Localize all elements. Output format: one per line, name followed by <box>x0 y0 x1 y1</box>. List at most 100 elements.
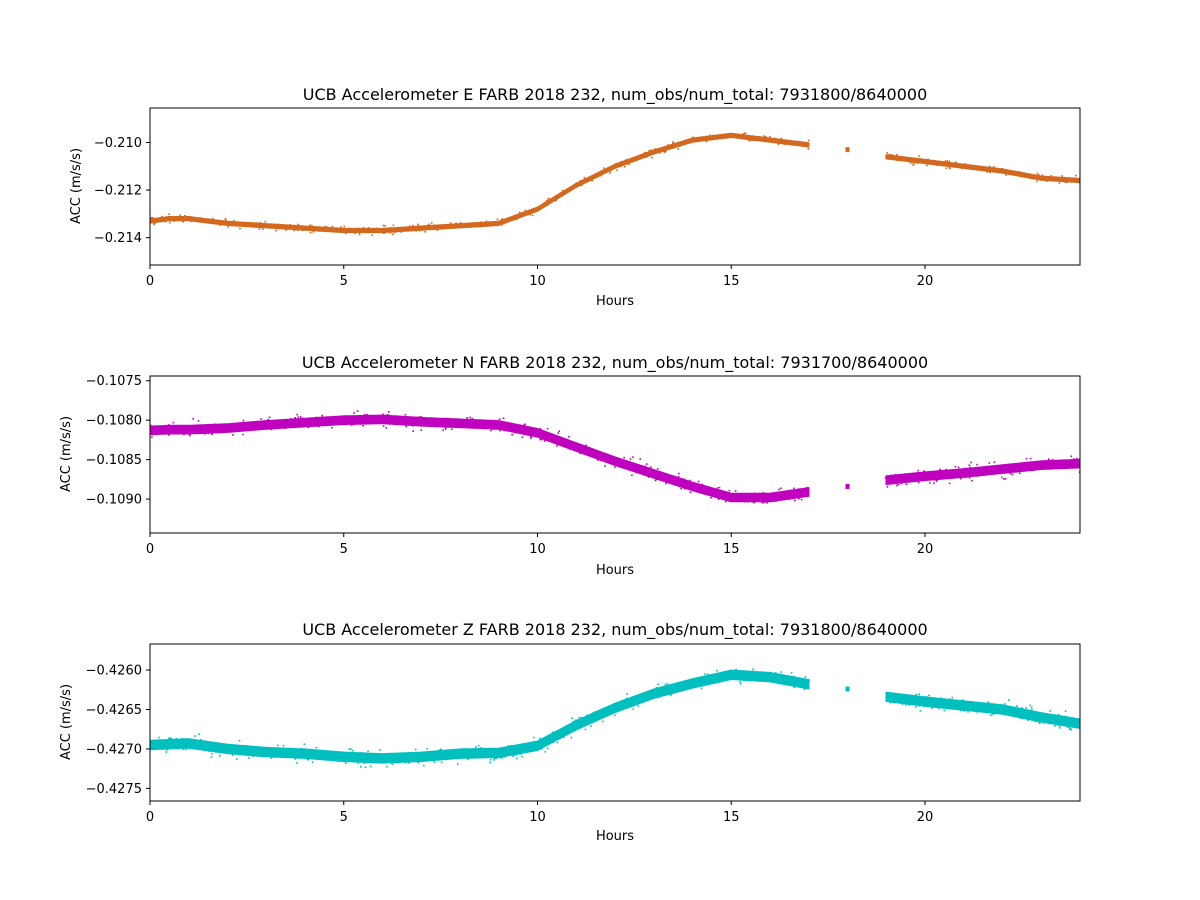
scatter-point <box>1016 705 1018 707</box>
scatter-point <box>413 228 415 230</box>
scatter-point <box>780 141 783 143</box>
scatter-point <box>375 760 377 763</box>
scatter-point <box>904 701 906 704</box>
scatter-point <box>724 136 726 138</box>
scatter-point <box>918 155 920 157</box>
scatter-point <box>895 484 898 487</box>
scatter-point <box>913 698 915 700</box>
scatter-point <box>913 474 915 476</box>
scatter-point <box>335 757 337 759</box>
scatter-point <box>552 198 554 201</box>
scatter-point <box>921 158 923 160</box>
scatter-point <box>1030 711 1032 714</box>
scatter-point <box>357 228 359 231</box>
scatter-point <box>261 755 263 757</box>
scatter-point <box>449 222 452 224</box>
scatter-point <box>159 429 161 431</box>
scatter-point <box>905 483 908 485</box>
scatter-point <box>477 748 479 751</box>
scatter-point <box>364 413 366 416</box>
scatter-point <box>1068 717 1071 719</box>
scatter-point <box>584 728 587 731</box>
scatter-point <box>964 164 967 167</box>
scatter-point <box>1018 467 1021 470</box>
scatter-point <box>663 147 666 149</box>
scatter-point <box>580 184 583 186</box>
scatter-point <box>449 425 452 427</box>
scatter-point <box>271 748 273 751</box>
scatter-point <box>331 426 333 429</box>
scatter-point <box>614 706 617 708</box>
scatter-point <box>1030 177 1033 180</box>
scatter-point <box>772 679 775 682</box>
scatter-point <box>1051 458 1054 461</box>
scatter-point <box>402 756 404 758</box>
scatter-point <box>759 678 762 681</box>
scatter-point <box>282 422 284 425</box>
scatter-point <box>230 223 233 225</box>
scatter-point <box>231 425 233 427</box>
scatter-point <box>541 207 543 209</box>
scatter-point <box>578 716 580 719</box>
scatter-point <box>1068 462 1071 464</box>
scatter-point <box>211 746 213 749</box>
scatter-point <box>541 205 544 207</box>
scatter-point <box>194 219 197 221</box>
scatter-point <box>1058 720 1060 723</box>
scatter-point <box>211 752 213 755</box>
scatter-point <box>721 678 723 680</box>
scatter-point <box>719 678 722 680</box>
scatter-point <box>385 427 388 429</box>
scatter-point <box>254 224 257 227</box>
scatter-point <box>583 176 586 179</box>
scatter-point <box>358 233 361 236</box>
scatter-point <box>485 424 487 427</box>
scatter-point <box>1022 709 1025 711</box>
scatter-point <box>383 227 385 230</box>
scatter-point <box>568 436 570 438</box>
scatter-point <box>360 230 363 233</box>
scatter-point <box>629 458 632 460</box>
scatter-point <box>690 140 693 143</box>
scatter-point <box>457 418 459 421</box>
scatter-point <box>757 136 760 138</box>
scatter-point <box>916 477 918 479</box>
scatter-point <box>652 150 655 153</box>
scatter-point <box>991 713 994 715</box>
scatter-point <box>502 425 505 428</box>
scatter-point <box>1015 465 1018 468</box>
scatter-point <box>1007 469 1010 472</box>
scatter-point <box>351 423 353 426</box>
scatter-point <box>242 419 245 422</box>
scatter-point <box>591 180 593 182</box>
scatter-point <box>668 144 670 147</box>
scatter-point <box>898 701 901 704</box>
isolated-point-0-0 <box>845 147 850 153</box>
scatter-point <box>555 196 558 198</box>
scatter-point <box>291 751 294 753</box>
scatter-point <box>199 746 202 748</box>
scatter-point <box>743 501 746 503</box>
scatter-point <box>362 417 364 420</box>
scatter-point <box>488 224 491 226</box>
scatter-point <box>418 226 421 229</box>
scatter-point <box>571 443 573 446</box>
scatter-point <box>571 717 573 719</box>
scatter-point <box>426 224 429 227</box>
scatter-point <box>552 741 554 743</box>
scatter-point <box>356 752 358 755</box>
scatter-point <box>222 428 225 431</box>
scatter-point <box>296 228 298 230</box>
scatter-point <box>928 694 930 697</box>
scatter-point <box>408 228 411 230</box>
scatter-point <box>434 757 436 760</box>
scatter-point <box>541 747 543 749</box>
scatter-point <box>922 698 924 700</box>
scatter-point <box>348 748 351 750</box>
scatter-point <box>903 158 905 161</box>
scatter-point <box>501 221 504 223</box>
scatter-point <box>1042 722 1045 724</box>
scatter-point <box>300 750 303 752</box>
scatter-point <box>672 146 675 149</box>
scatter-point <box>1029 457 1032 460</box>
